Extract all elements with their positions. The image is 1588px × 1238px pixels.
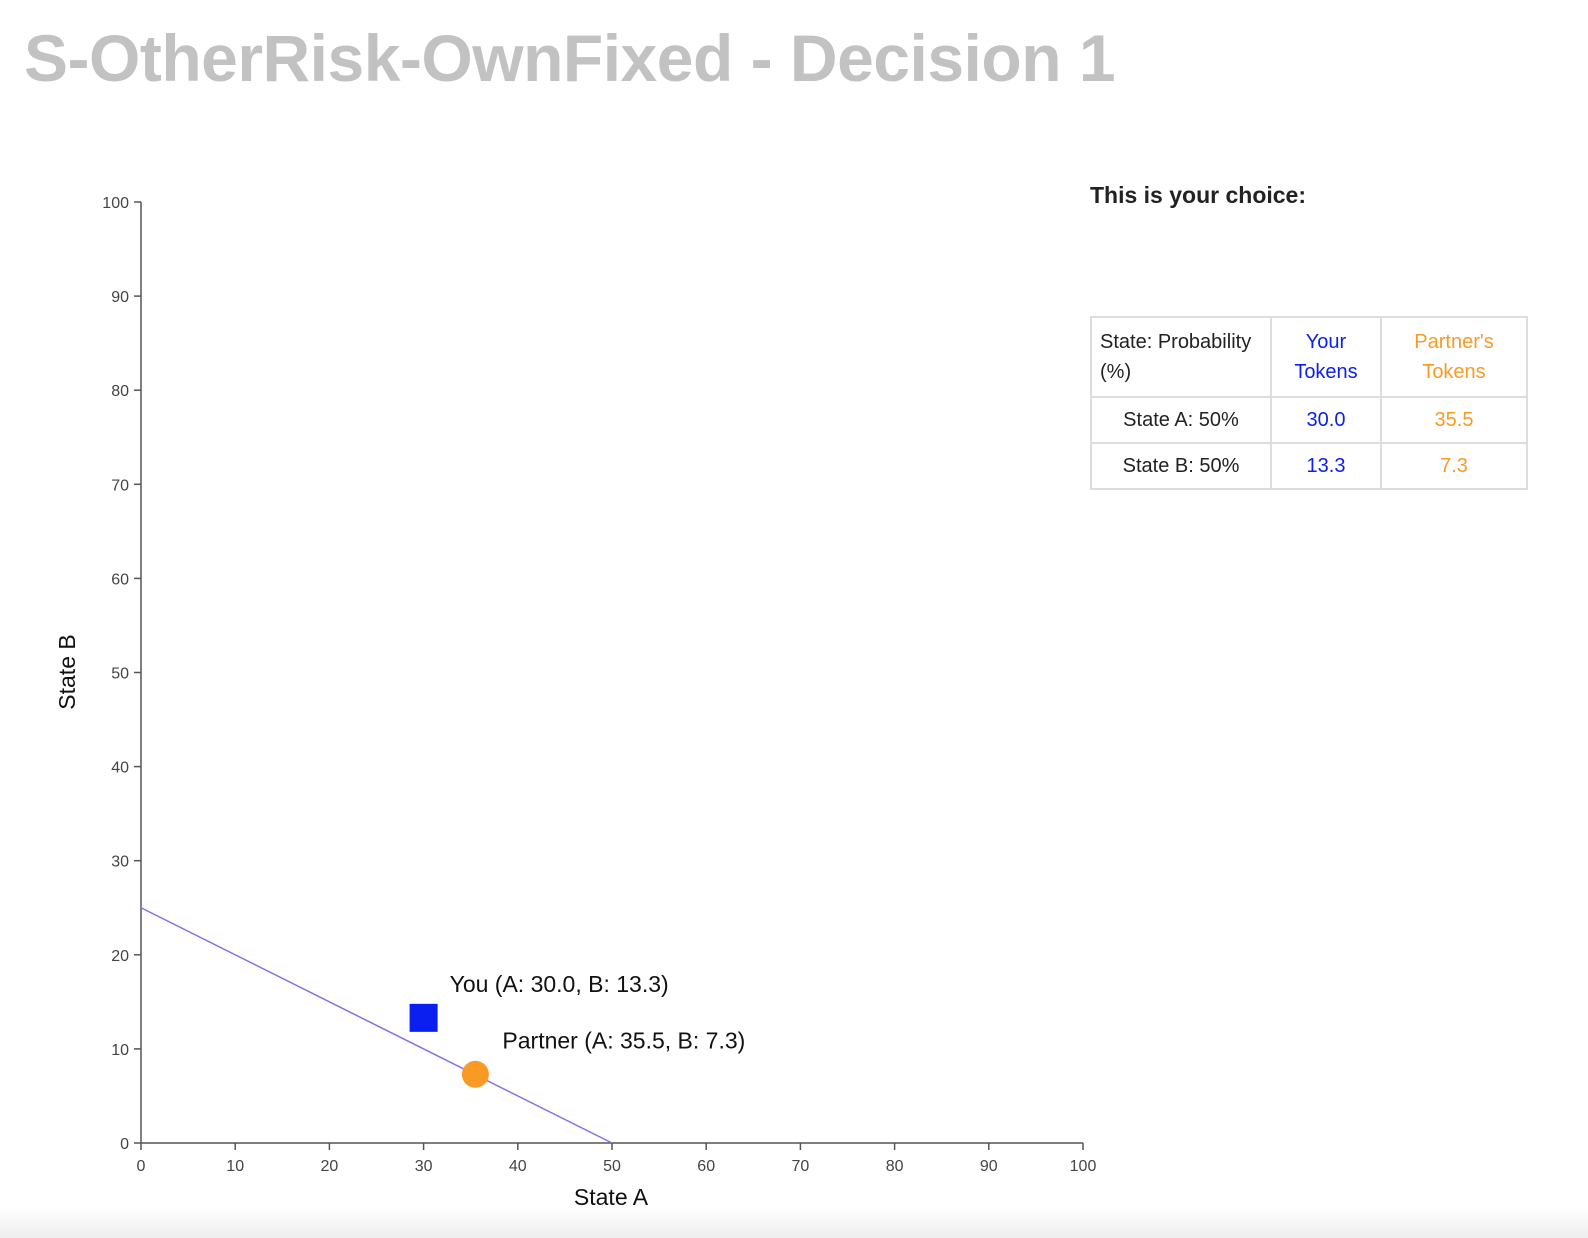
partner-point-marker <box>461 1060 489 1088</box>
y-tick-label: 80 <box>111 383 129 400</box>
x-tick-label: 50 <box>603 1158 621 1175</box>
y-tick-label: 60 <box>111 571 129 588</box>
y-tick-label: 20 <box>111 948 129 965</box>
y-tick-label: 90 <box>111 289 129 306</box>
choice-heading: This is your choice: <box>1090 182 1306 208</box>
bottom-edge-fade <box>0 1208 1588 1238</box>
y-axis-label: State B <box>54 634 80 709</box>
x-tick-label: 40 <box>509 1158 527 1175</box>
budget-line <box>140 907 613 1144</box>
x-tick-label: 90 <box>980 1158 998 1175</box>
cell-partner-tokens: 7.3 <box>1380 442 1528 490</box>
y-tick-label: 0 <box>120 1136 129 1153</box>
x-tick-label: 60 <box>697 1158 715 1175</box>
y-tick-label: 100 <box>102 195 129 212</box>
cell-your-tokens: 30.0 <box>1270 396 1382 444</box>
y-tick-label: 40 <box>111 760 129 777</box>
you-point-marker <box>409 1003 438 1032</box>
x-tick-label: 0 <box>137 1158 146 1175</box>
y-tick-label: 50 <box>111 666 129 683</box>
x-tick-label: 10 <box>226 1158 244 1175</box>
page-title: S-OtherRisk-OwnFixed - Decision 1 <box>24 21 1116 95</box>
chart-axes: 0 10 20 30 40 50 60 70 80 90 100 0 10 20 30 40 50 60 70 80 9… <box>102 195 1096 1175</box>
table-row: State B: 50% 13.3 7.3 <box>1090 442 1528 490</box>
y-tick-label: 30 <box>111 854 129 871</box>
header-partner-tokens: Partner's Tokens <box>1380 316 1528 398</box>
x-tick-label: 80 <box>886 1158 904 1175</box>
table-row: State A: 50% 30.0 35.5 <box>1090 396 1528 444</box>
y-tick-label: 10 <box>111 1042 129 1059</box>
header-state-probability: State: Probability (%) <box>1090 316 1272 398</box>
you-point-label: You (A: 30.0, B: 13.3) <box>450 971 669 997</box>
x-tick-label: 20 <box>321 1158 339 1175</box>
partner-point-label: Partner (A: 35.5, B: 7.3) <box>502 1027 745 1053</box>
y-tick-label: 70 <box>111 477 129 494</box>
cell-state: State A: 50% <box>1090 396 1272 444</box>
x-axis-label: State A <box>574 1184 649 1210</box>
x-tick-label: 100 <box>1070 1158 1097 1175</box>
cell-state: State B: 50% <box>1090 442 1272 490</box>
x-tick-label: 70 <box>792 1158 810 1175</box>
table-header-row: State: Probability (%) Your Tokens Partn… <box>1090 316 1528 398</box>
cell-your-tokens: 13.3 <box>1270 442 1382 490</box>
x-tick-label: 30 <box>415 1158 433 1175</box>
header-your-tokens: Your Tokens <box>1270 316 1382 398</box>
chart-marks: You (A: 30.0, B: 13.3) Partner (A: 35.5, … <box>140 907 745 1144</box>
choice-table: State: Probability (%) Your Tokens Partn… <box>1090 316 1528 490</box>
cell-partner-tokens: 35.5 <box>1380 396 1528 444</box>
